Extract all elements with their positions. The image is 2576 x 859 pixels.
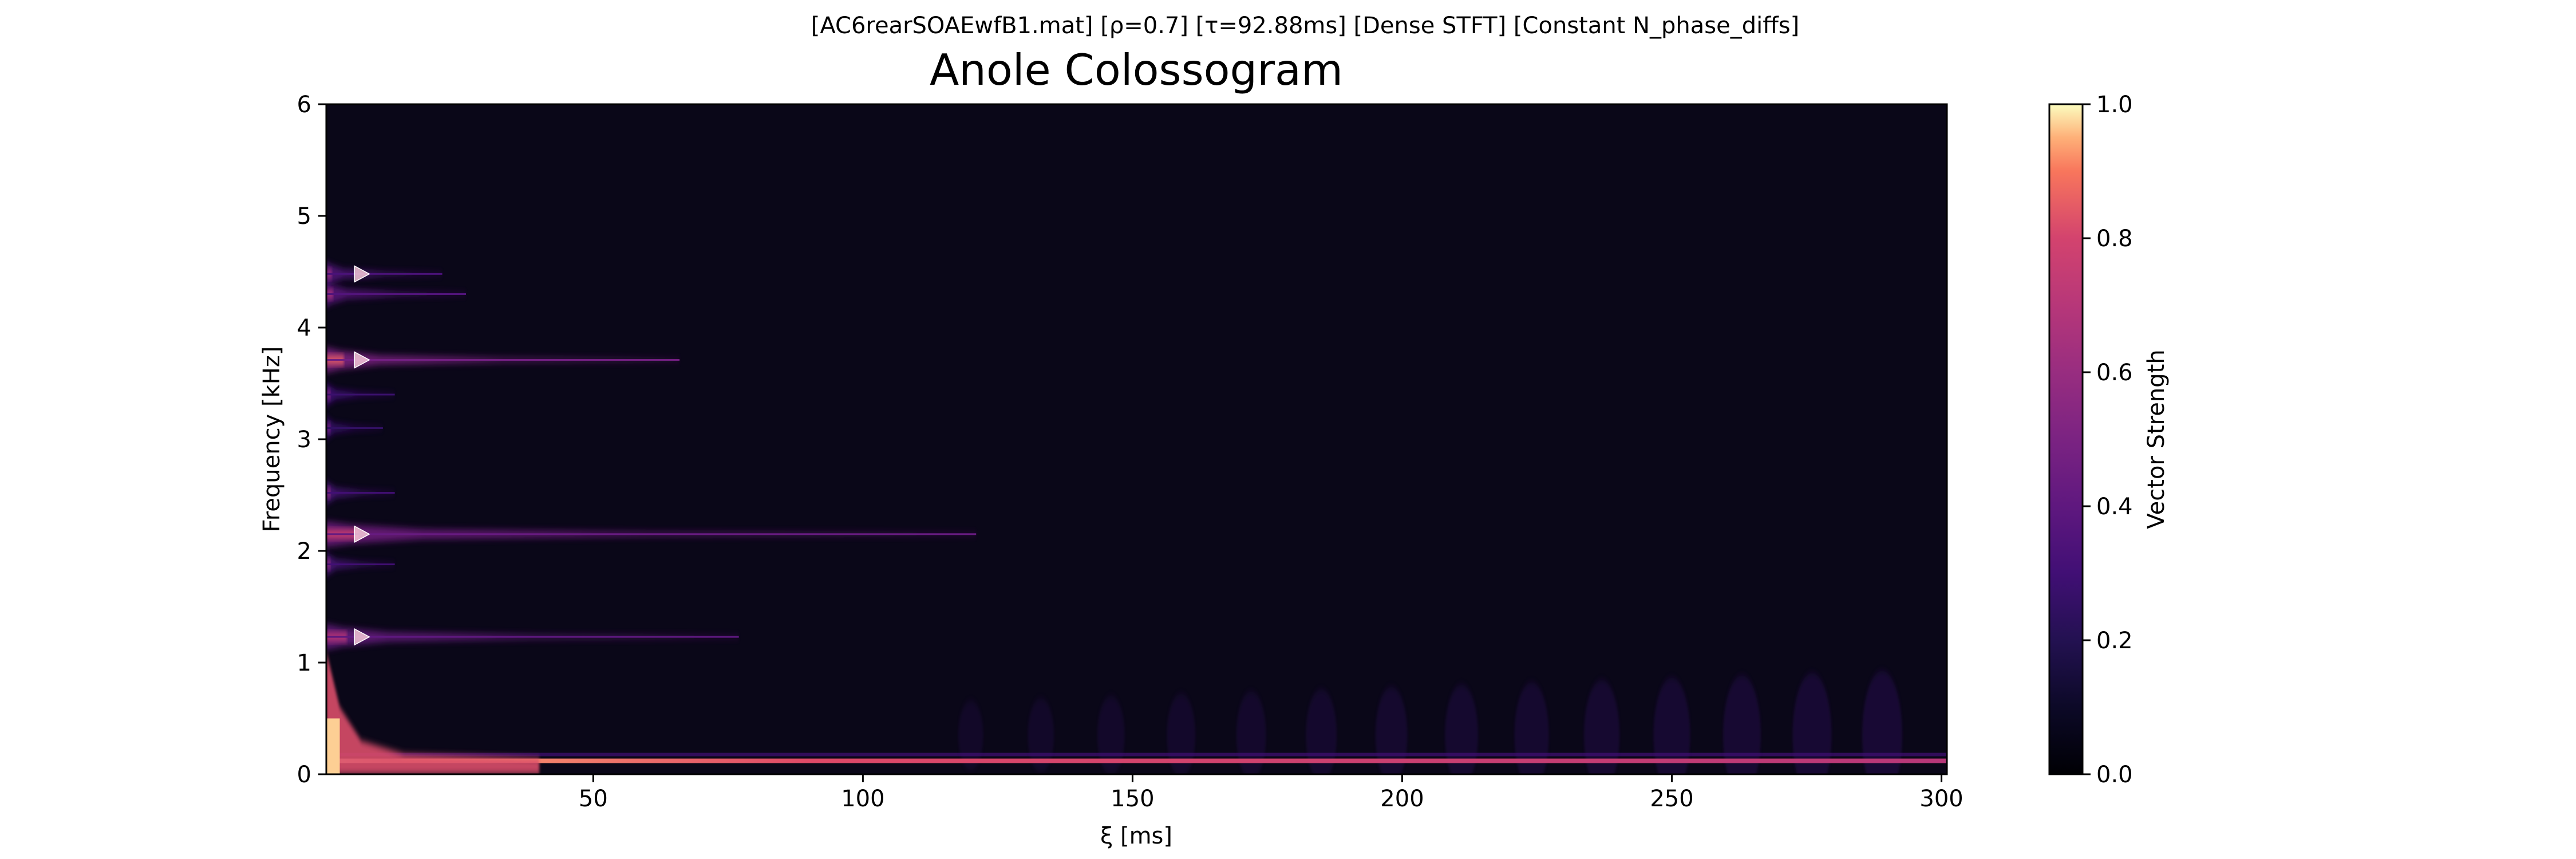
colorbar-tick-label: 0.6 (2096, 360, 2133, 386)
x-tick-label: 150 (1111, 786, 1154, 812)
late-texture-blob (1167, 693, 1196, 774)
colorbar (2048, 103, 2084, 775)
colorbar-tick-label: 0.4 (2096, 494, 2133, 520)
x-axis: 50 100 150 200 250 300 (579, 774, 1963, 812)
late-texture-blob (1792, 673, 1832, 774)
x-tick-label: 100 (841, 786, 884, 812)
late-texture-blob (1723, 675, 1761, 774)
colorbar-label: Vector Strength (2143, 349, 2170, 529)
colorbar-tick-label: 0.2 (2096, 628, 2133, 654)
late-texture-blob (1862, 671, 1902, 774)
peak-markers (354, 265, 370, 646)
y-tick-label: 1 (297, 650, 311, 676)
y-tick-label: 2 (297, 538, 311, 565)
colorbar-tick-label: 1.0 (2096, 92, 2133, 118)
low-frequency-band (326, 758, 1947, 763)
x-tick-label: 50 (579, 786, 608, 812)
heatmap-features (326, 261, 1947, 774)
peak-marker (354, 628, 370, 646)
y-tick-label: 0 (297, 762, 311, 788)
peak-marker (354, 351, 370, 369)
y-axis: 0 1 2 3 4 5 6 (297, 92, 326, 788)
onset-peak (326, 718, 340, 774)
y-tick-label: 3 (297, 427, 311, 453)
late-texture-blob (958, 700, 983, 770)
colorbar-tick-label: 0.8 (2096, 226, 2133, 252)
late-texture-blob (1306, 689, 1337, 774)
y-tick-label: 6 (297, 92, 311, 118)
colorbar-ticks: 0.0 0.2 0.4 0.6 0.8 1.0 (2083, 92, 2133, 788)
onset-region (326, 651, 540, 774)
late-texture-blob (1445, 684, 1479, 774)
y-tick-label: 5 (297, 203, 311, 230)
chart-title: Anole Colossogram (930, 45, 1343, 95)
late-texture-blob (1514, 682, 1549, 774)
colorbar-tick-label: 0.0 (2096, 762, 2133, 788)
suptitle: [AC6rearSOAEwfB1.mat] [ρ=0.7] [τ=92.88ms… (811, 13, 1799, 39)
late-texture-blob (1236, 691, 1266, 774)
heatmap-background (326, 104, 1947, 774)
late-texture-blob (1375, 687, 1408, 774)
x-axis-label: ξ [ms] (1100, 823, 1172, 849)
peak-marker (354, 265, 370, 283)
x-tick-label: 300 (1919, 786, 1963, 812)
y-axis-label: Frequency [kHz] (259, 346, 285, 533)
late-texture-blob (1584, 680, 1620, 774)
y-tick-label: 4 (297, 315, 311, 341)
late-texture-blob (1653, 677, 1690, 774)
x-tick-label: 200 (1380, 786, 1424, 812)
low-frequency-band-edge (326, 752, 1947, 756)
plot-area (326, 104, 1947, 774)
peak-marker (354, 525, 370, 543)
x-tick-label: 250 (1650, 786, 1693, 812)
